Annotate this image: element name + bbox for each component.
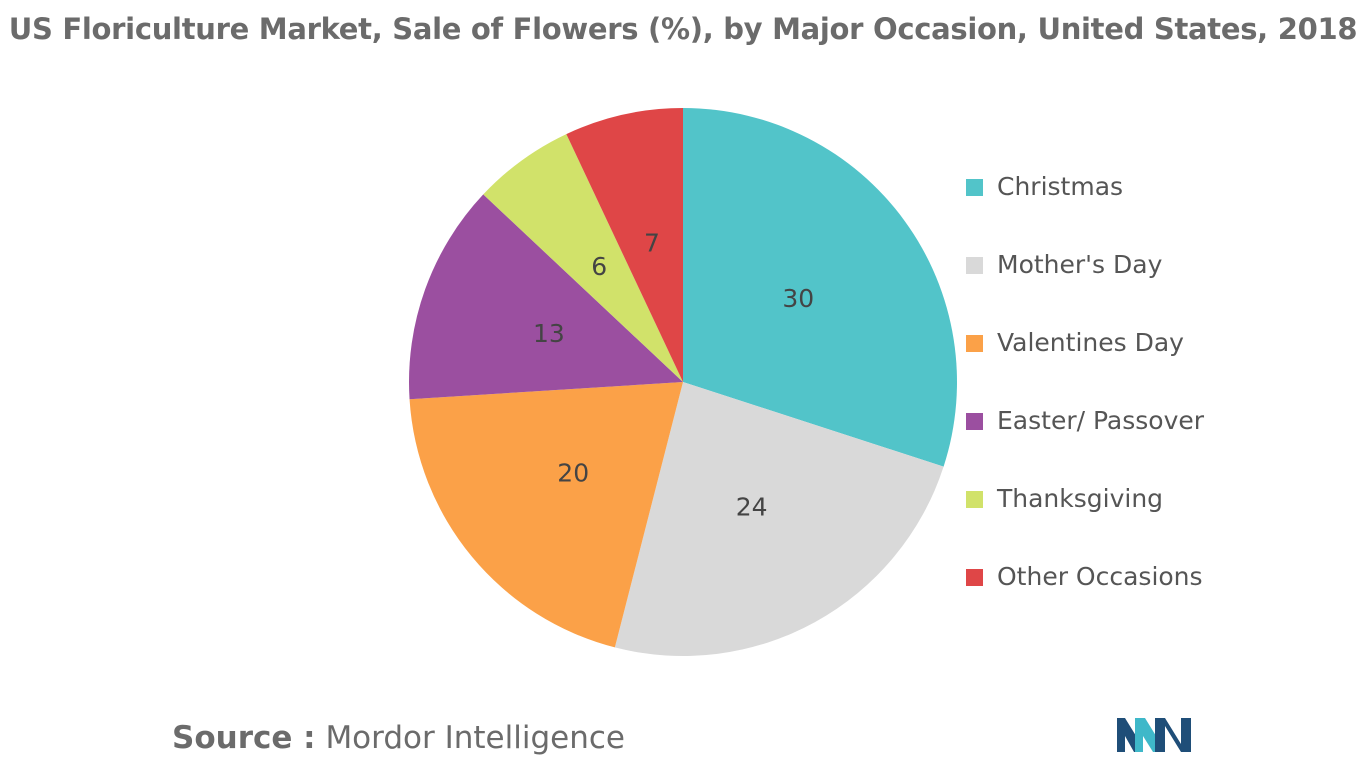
legend-swatch xyxy=(966,491,983,508)
legend-item-valentines-day: Valentines Day xyxy=(966,324,1326,402)
pie-slice-valentines-day xyxy=(409,382,683,648)
pie-slice-thanksgiving xyxy=(483,134,683,382)
legend-swatch xyxy=(966,569,983,586)
data-label-easter-passover: 13 xyxy=(533,319,565,348)
data-label-thanksgiving: 6 xyxy=(591,252,607,281)
legend-item-thanksgiving: Thanksgiving xyxy=(966,480,1326,558)
legend-label: Easter/ Passover xyxy=(997,406,1205,435)
legend-item-other-occasions: Other Occasions xyxy=(966,558,1326,636)
source-label: Source : xyxy=(172,720,316,756)
data-label-mother-s-day: 24 xyxy=(736,492,768,521)
legend-swatch xyxy=(966,179,983,196)
legend-item-easter-passover: Easter/ Passover xyxy=(966,402,1326,480)
legend-label: Mother's Day xyxy=(997,250,1163,279)
legend-swatch xyxy=(966,257,983,274)
chart-title: US Floriculture Market, Sale of Flowers … xyxy=(8,12,1358,46)
legend-item-christmas: Christmas xyxy=(966,168,1326,246)
legend-label: Thanksgiving xyxy=(997,484,1164,513)
legend-label: Other Occasions xyxy=(997,562,1203,591)
legend-label: Valentines Day xyxy=(997,328,1184,357)
pie-slice-christmas xyxy=(683,108,958,467)
legend-item-mother-s-day: Mother's Day xyxy=(966,246,1326,324)
pie-slice-easter-passover xyxy=(409,194,683,400)
data-label-valentines-day: 20 xyxy=(557,458,589,487)
source-note: Source : Mordor Intelligence xyxy=(172,720,625,756)
mordor-intelligence-logo-icon xyxy=(1117,718,1191,752)
pie-slice-other-occasions xyxy=(566,108,683,382)
legend-label: Christmas xyxy=(997,172,1124,201)
chart-legend: Christmas Mother's Day Valentines Day Easte… xyxy=(966,168,1326,636)
legend-swatch xyxy=(966,413,983,430)
pie-data-labels: 30 24 20 13 6 7 xyxy=(533,228,814,521)
legend-swatch xyxy=(966,335,983,352)
data-label-other-occasions: 7 xyxy=(644,228,660,257)
source-text: Mordor Intelligence xyxy=(325,720,625,756)
pie-slices xyxy=(409,108,958,657)
data-label-christmas: 30 xyxy=(782,284,814,313)
pie-slice-mother-s-day xyxy=(614,382,944,657)
